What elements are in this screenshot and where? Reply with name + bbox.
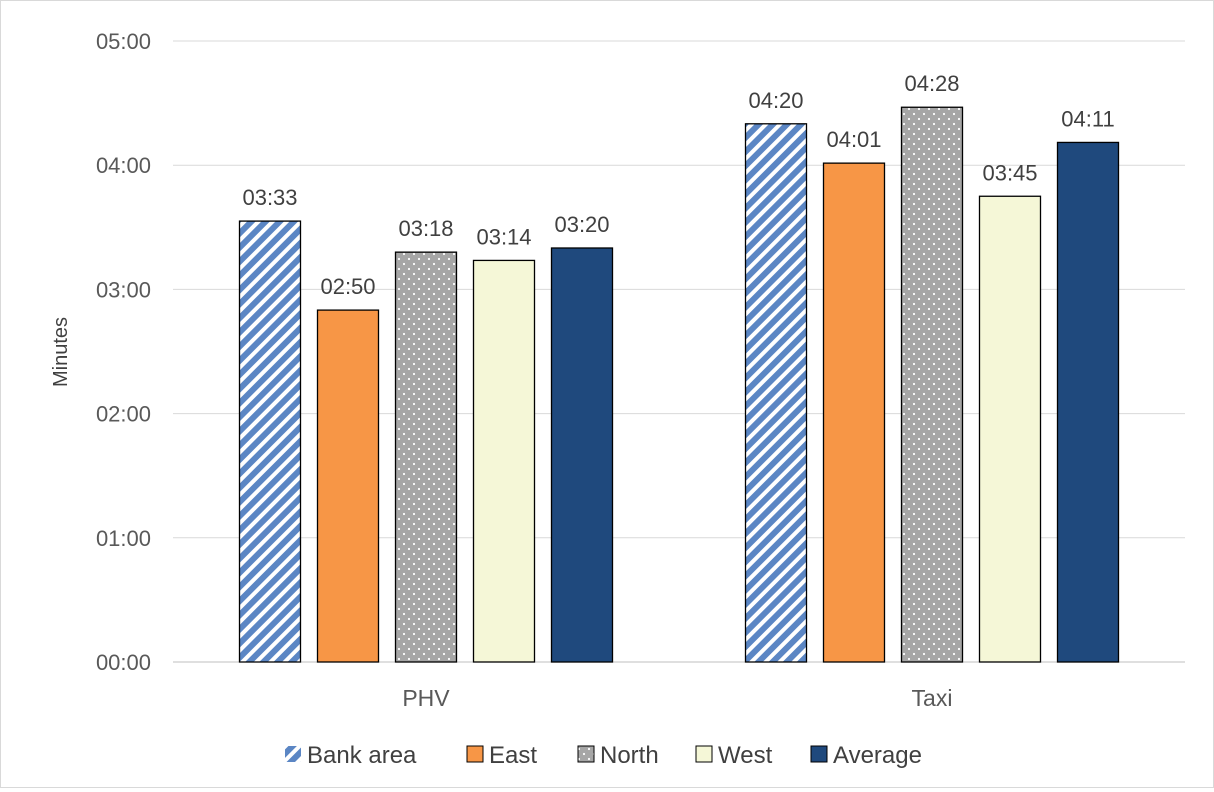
- y-axis-label: Minutes: [50, 317, 72, 387]
- bar-north-taxi: [900, 106, 964, 663]
- bars: [238, 106, 1120, 663]
- y-tick-label: 03:00: [96, 277, 151, 302]
- legend-label-west: West: [718, 742, 773, 769]
- data-label: 04:20: [748, 88, 803, 113]
- legend-label-north: North: [600, 742, 659, 769]
- category-label-taxi: Taxi: [912, 685, 953, 711]
- bar-average-taxi: [1056, 141, 1120, 663]
- legend-label-bank-area: Bank area: [307, 742, 417, 769]
- data-label: 03:18: [398, 216, 453, 241]
- y-tick-label: 04:00: [96, 153, 151, 178]
- y-tick-label: 00:00: [96, 650, 151, 675]
- data-label: 02:50: [320, 274, 375, 299]
- legend-swatch-west: [695, 745, 713, 763]
- data-label: 03:45: [982, 160, 1037, 185]
- legend-label-average: Average: [833, 742, 922, 769]
- bar-bank-area-taxi: [744, 123, 808, 663]
- legend-swatch-east: [466, 745, 484, 763]
- bar-bank-area-phv: [238, 220, 302, 663]
- bar-east-taxi: [822, 162, 886, 663]
- legend: Bank area East North West Average: [285, 742, 922, 769]
- data-label: 04:01: [826, 127, 881, 152]
- legend-swatch-average: [810, 745, 828, 763]
- data-label: 03:14: [476, 224, 531, 249]
- data-label: 04:28: [904, 71, 959, 96]
- bar-north-phv: [394, 251, 458, 663]
- legend-swatch-bank-area: [285, 746, 301, 762]
- category-label-phv: PHV: [402, 685, 450, 711]
- y-tick-label: 01:00: [96, 526, 151, 551]
- data-label: 03:20: [554, 212, 609, 237]
- data-label: 04:11: [1061, 106, 1114, 131]
- y-tick-label: 05:00: [96, 29, 151, 54]
- bar-east-phv: [316, 309, 380, 663]
- bar-west-taxi: [978, 195, 1042, 663]
- data-label: 03:33: [242, 185, 297, 210]
- y-tick-label: 02:00: [96, 402, 151, 427]
- legend-label-east: East: [489, 742, 537, 769]
- x-axis-categories: PHV Taxi: [402, 685, 952, 711]
- y-axis-ticks: 00:00 01:00 02:00 03:00 04:00 05:00: [96, 29, 151, 675]
- legend-swatch-north: [577, 745, 595, 763]
- bar-west-phv: [472, 259, 536, 663]
- bar-average-phv: [550, 247, 614, 663]
- data-labels: 03:33 02:50 03:18 03:14 03:20 04:20 04:01 04:28…: [242, 71, 1114, 299]
